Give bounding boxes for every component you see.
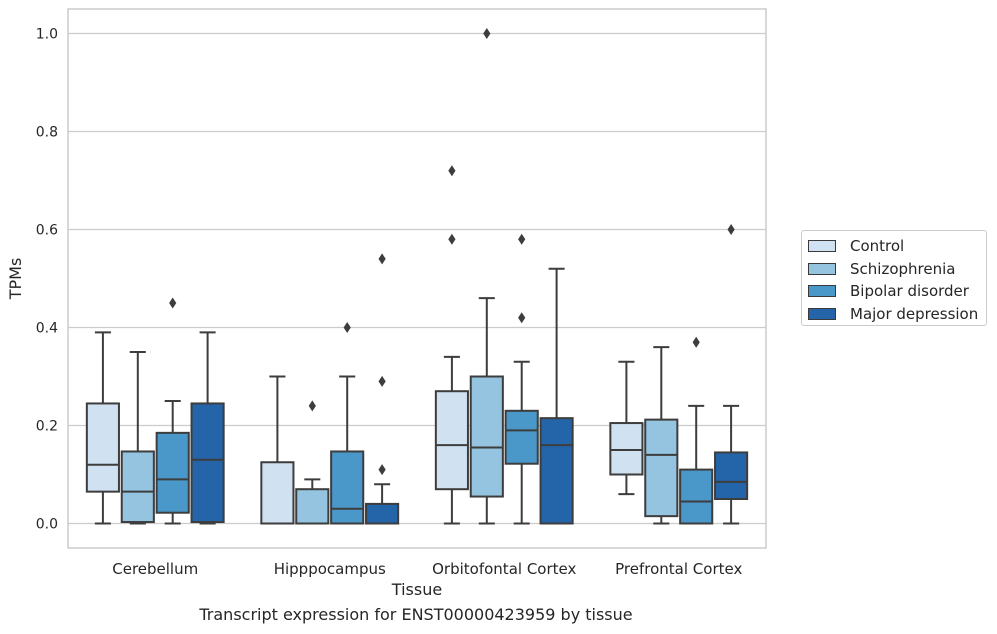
y-tick-label: 1.0 [36,27,58,43]
y-tick-label: 0.8 [36,125,58,141]
y-tick-label: 0.0 [36,517,58,533]
legend-item: Control [808,237,904,255]
outlier-point [378,464,386,476]
outlier-point [483,28,491,39]
legend-swatch [808,307,836,320]
box [434,390,469,491]
outlier-point [343,322,351,333]
outlier-point [518,312,526,324]
legend-swatch [808,240,836,252]
box [679,468,714,525]
outlier-point [378,253,386,265]
legend-label: Schizophrenia [850,259,956,278]
box [120,450,155,524]
y-axis-label: TPMs [6,258,25,301]
chart-caption: Transcript expression for ENST0000042395… [199,605,633,624]
box [469,375,504,498]
outlier-point [378,375,386,387]
box [85,402,120,493]
x-tick-label: Cerebellum [112,560,198,578]
box [155,431,190,514]
box [190,402,225,524]
y-tick-label: 0.2 [36,419,58,435]
box [504,409,539,465]
outlier-point [518,233,526,245]
legend-item: Major depression [808,305,978,323]
outlier-point [727,224,735,235]
chart-legend: Control Schizophrenia Bipolar disorder Majo… [801,230,987,326]
box [609,422,644,476]
legend-swatch [808,285,836,297]
y-tick-label: 0.6 [36,223,58,239]
box [539,417,574,525]
box [260,461,295,525]
legend-label: Major depression [850,304,979,323]
plot-frame [67,8,767,549]
outlier-point [308,400,316,412]
outlier-point [692,336,700,348]
outlier-point [448,165,456,177]
legend-item: Bipolar disorder [808,282,969,300]
x-tick-label: Hipppocampus [274,560,386,578]
box [714,451,749,501]
box [330,450,365,525]
x-axis-label: Tissue [391,580,442,599]
box [365,502,400,525]
outlier-point [169,297,177,309]
y-tick-label: 0.4 [36,321,58,337]
legend-label: Control [850,237,905,255]
legend-item: Schizophrenia [808,260,955,278]
box [295,488,330,525]
legend-label: Bipolar disorder [850,282,969,300]
outlier-point [448,233,456,245]
x-tick-label: Orbitofontal Cortex [432,560,576,578]
box [644,418,679,518]
legend-swatch [808,262,836,275]
x-tick-label: Prefrontal Cortex [615,560,742,578]
